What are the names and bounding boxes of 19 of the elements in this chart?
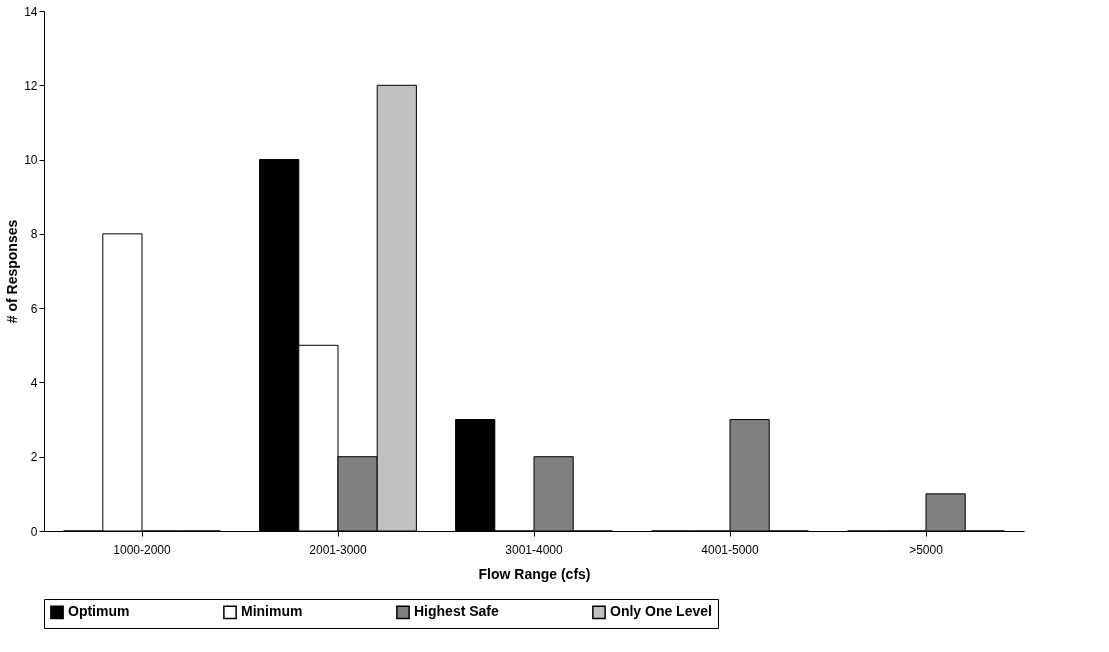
y-tick-label: 0 [30,524,38,539]
x-tick-label: >5000 [909,542,944,557]
y-tick-label: 6 [30,301,38,316]
legend-label: Optimum [68,603,130,620]
y-tick-label: 2 [30,450,38,465]
y-tick-label: 12 [24,78,38,93]
y-tick-label: 4 [30,375,38,390]
x-tick-label: 2001-3000 [309,542,368,557]
legend-label: Highest Safe [414,603,500,620]
x-tick-label: 1000-2000 [113,542,172,557]
legend-label: Minimum [241,603,303,620]
y-tick-label: 14 [24,4,38,19]
y-tick-label: 10 [24,153,38,168]
y-tick-label: 8 [30,227,38,242]
x-tick-label: 4001-5000 [701,542,760,557]
legend-label: Only One Level [610,603,712,620]
x-tick-label: 3001-4000 [505,542,564,557]
y-axis-title: # of Responses [4,219,21,324]
x-axis-title: Flow Range (cfs) [478,565,591,582]
